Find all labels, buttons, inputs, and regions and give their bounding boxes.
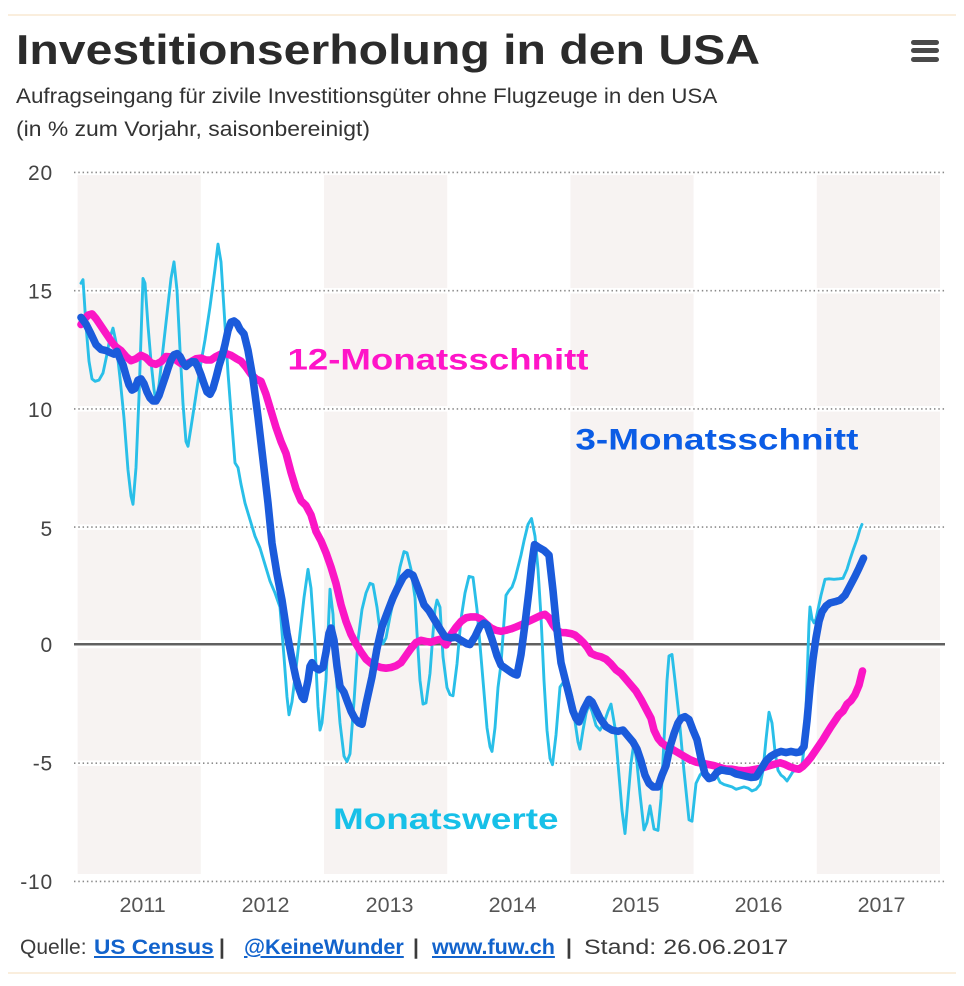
svg-text:15: 15 (28, 281, 53, 304)
svg-text:2011: 2011 (119, 893, 165, 917)
svg-text:2012: 2012 (242, 893, 290, 917)
svg-text:2017: 2017 (858, 893, 906, 917)
svg-text:12-Monatsschnitt: 12-Monatsschnitt (288, 344, 589, 377)
svg-text:Monatswerte: Monatswerte (333, 803, 559, 836)
svg-text:3-Monatsschnitt: 3-Monatsschnitt (575, 424, 858, 457)
svg-text:-10: -10 (20, 871, 53, 894)
svg-text:20: 20 (28, 162, 53, 185)
svg-text:2014: 2014 (489, 893, 537, 917)
svg-text:0: 0 (41, 634, 53, 657)
svg-text:2015: 2015 (612, 893, 660, 917)
svg-text:2013: 2013 (366, 893, 414, 917)
svg-text:10: 10 (28, 399, 53, 422)
svg-text:-5: -5 (33, 752, 53, 775)
svg-text:2016: 2016 (735, 893, 783, 917)
svg-text:5: 5 (41, 518, 53, 541)
